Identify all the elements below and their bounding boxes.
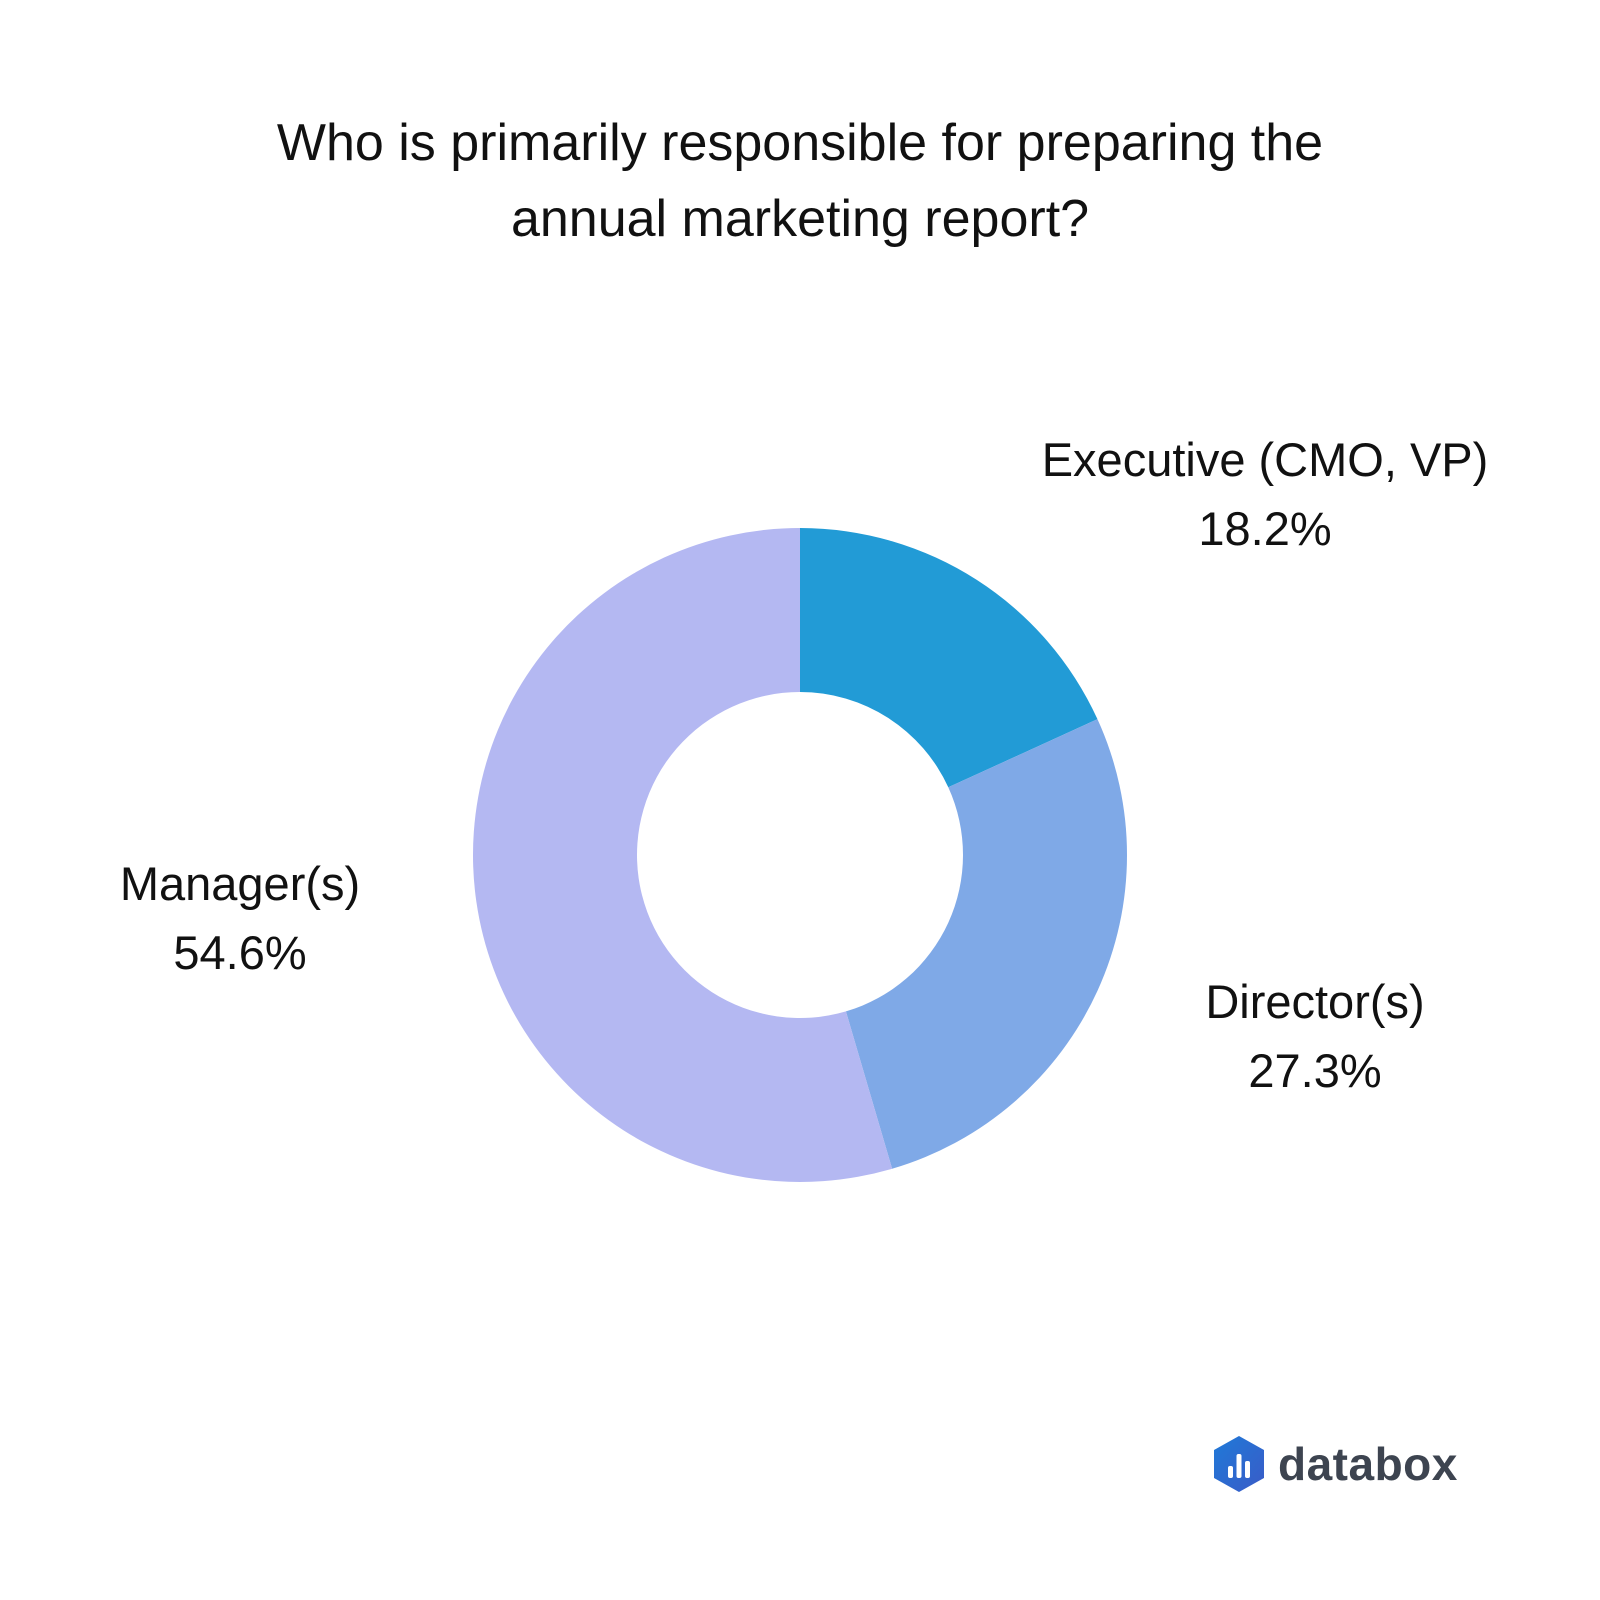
slice-label-executive: Executive (CMO, VP) 18.2% xyxy=(1042,433,1489,555)
slice-label-director: Director(s) 27.3% xyxy=(1205,975,1424,1097)
chart-title-line-2: annual marketing report? xyxy=(510,190,1090,248)
donut-slices xyxy=(472,528,1127,1182)
databox-wordmark: databox xyxy=(1278,1438,1458,1490)
databox-brand: databox xyxy=(1212,1432,1472,1496)
slice-label-director-name: Director(s) xyxy=(1205,975,1424,1028)
chart-title-line-1: Who is primarily responsible for prepari… xyxy=(276,114,1324,172)
slice-label-manager-value: 54.6% xyxy=(173,926,306,979)
slice-label-manager-name: Manager(s) xyxy=(120,857,360,910)
slice-manager xyxy=(472,528,893,1182)
slice-label-executive-value: 18.2% xyxy=(1198,502,1331,555)
slice-director xyxy=(845,719,1127,1169)
databox-logo-icon xyxy=(1214,1436,1264,1492)
slice-label-executive-name: Executive (CMO, VP) xyxy=(1042,433,1489,486)
slice-label-director-value: 27.3% xyxy=(1248,1044,1381,1097)
slice-executive xyxy=(800,528,1098,788)
slice-label-manager: Manager(s) 54.6% xyxy=(120,857,360,979)
chart-title: Who is primarily responsible for prepari… xyxy=(0,105,1600,257)
